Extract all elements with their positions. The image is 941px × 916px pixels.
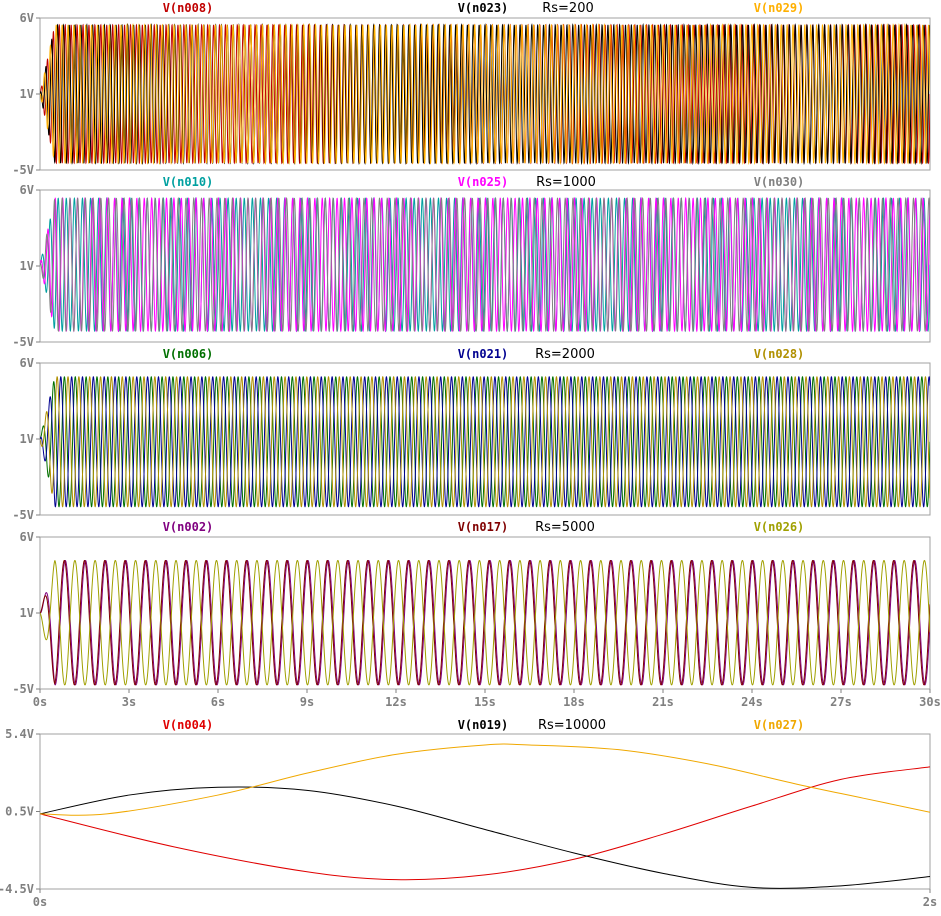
x-tick-label: 9s bbox=[300, 695, 314, 709]
plot-frame bbox=[39, 733, 931, 890]
x-tick-label: 18s bbox=[563, 695, 585, 709]
trace-V(n027) bbox=[40, 743, 930, 816]
panel-1: 6V 1V -5V V(n008) V(n023) V(n029) Rs=200 bbox=[12, 1, 931, 177]
series-label: V(n025) bbox=[458, 175, 509, 189]
series-label: V(n021) bbox=[458, 347, 509, 361]
trace-V(n026) bbox=[40, 559, 930, 686]
series-label: V(n023) bbox=[458, 1, 509, 15]
x-tick-label: 2s bbox=[923, 895, 937, 909]
series-label: V(n026) bbox=[754, 520, 805, 534]
x-tick-label: 3s bbox=[122, 695, 136, 709]
x-tick-label: 0s bbox=[33, 695, 47, 709]
y-tick-label: 1V bbox=[20, 87, 34, 101]
traces bbox=[40, 196, 930, 333]
y-tick-label: 6V bbox=[20, 356, 34, 370]
x-tick-label: 24s bbox=[741, 695, 763, 709]
y-tick-label: 1V bbox=[20, 432, 34, 446]
trace-V(n004) bbox=[40, 766, 930, 881]
traces bbox=[40, 22, 930, 166]
panel-3: 6V 1V -5V V(n006) V(n021) V(n028) Rs=2000 bbox=[12, 347, 931, 522]
trace-V(n006) bbox=[40, 376, 930, 508]
x-tick-label: 30s bbox=[919, 695, 941, 709]
trace-V(n030) bbox=[40, 196, 930, 333]
traces bbox=[40, 559, 930, 686]
series-label: V(n027) bbox=[754, 718, 805, 732]
traces bbox=[40, 743, 930, 889]
x-tick-label: 15s bbox=[474, 695, 496, 709]
panel-5: 5.4V 0.5V -4.5V V(n004) V(n019) V(n027) Rs=100… bbox=[0, 718, 937, 909]
panel-title: Rs=1000 bbox=[536, 175, 596, 190]
y-tick-label: 6V bbox=[20, 530, 34, 544]
trace-V(n029) bbox=[40, 22, 930, 166]
trace-V(n017) bbox=[40, 559, 930, 686]
y-tick-label: 1V bbox=[20, 259, 34, 273]
traces bbox=[40, 376, 930, 508]
panel-title: Rs=200 bbox=[542, 1, 594, 16]
y-tick-label: -5V bbox=[12, 163, 34, 177]
panel-2: 6V 1V -5V V(n010) V(n025) V(n030) Rs=1000 bbox=[12, 175, 931, 349]
y-tick-label: 6V bbox=[20, 11, 34, 25]
series-label: V(n010) bbox=[163, 175, 214, 189]
series-label: V(n002) bbox=[163, 520, 214, 534]
panel-title: Rs=2000 bbox=[535, 347, 595, 362]
series-label: V(n008) bbox=[163, 1, 214, 15]
y-tick-label: 6V bbox=[20, 183, 34, 197]
series-label: V(n019) bbox=[458, 718, 509, 732]
x-tick-label: 27s bbox=[830, 695, 852, 709]
panel-4: 6V 1V -5V V(n002) V(n017) V(n026) Rs=5000 0s 3s 6… bbox=[12, 520, 941, 709]
y-tick-label: 0.5V bbox=[5, 805, 34, 819]
series-label: V(n017) bbox=[458, 520, 509, 534]
series-label: V(n028) bbox=[754, 347, 805, 361]
series-label: V(n004) bbox=[163, 718, 214, 732]
series-label: V(n006) bbox=[163, 347, 214, 361]
trace-V(n002) bbox=[40, 559, 930, 686]
x-tick-label: 12s bbox=[385, 695, 407, 709]
x-tick-label: 21s bbox=[652, 695, 674, 709]
x-tick-label: 0s bbox=[33, 895, 47, 909]
trace-V(n019) bbox=[40, 786, 930, 889]
trace-V(n021) bbox=[40, 376, 930, 508]
y-tick-label: -5V bbox=[12, 682, 34, 696]
panel-title: Rs=5000 bbox=[535, 520, 595, 535]
y-tick-label: 5.4V bbox=[5, 727, 34, 741]
x-tick-label: 6s bbox=[211, 695, 225, 709]
y-tick-label: -5V bbox=[12, 508, 34, 522]
y-tick-label: 1V bbox=[20, 606, 34, 620]
trace-V(n028) bbox=[40, 376, 930, 508]
series-label: V(n030) bbox=[754, 175, 805, 189]
series-label: V(n029) bbox=[754, 1, 805, 15]
y-tick-label: -4.5V bbox=[0, 882, 34, 896]
y-tick-label: -5V bbox=[12, 335, 34, 349]
panel-title: Rs=10000 bbox=[538, 718, 606, 733]
